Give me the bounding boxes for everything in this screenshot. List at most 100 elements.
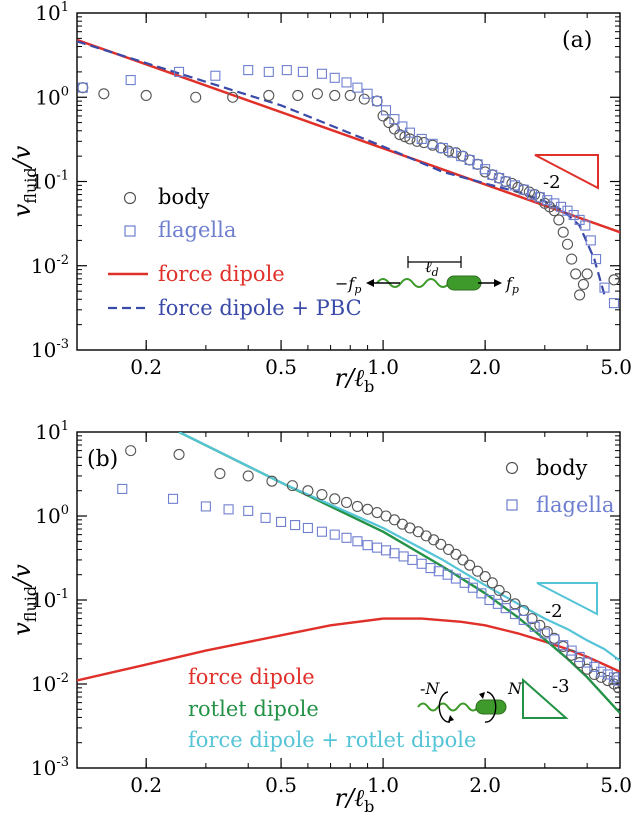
data-point-flagella <box>281 65 292 76</box>
slope-label-minus3: -3 <box>552 676 570 697</box>
data-point-flagella <box>389 548 400 559</box>
data-point-flagella <box>329 72 340 83</box>
x-tick-label: 0.5 <box>265 355 297 379</box>
y-axis-label-main: v <box>8 622 36 636</box>
legend-marker-circle <box>505 461 519 475</box>
data-point-flagella <box>487 169 498 180</box>
data-point-flagella <box>442 569 453 580</box>
data-point-flagella <box>494 172 505 184</box>
y-tick-label: 100 <box>35 84 69 109</box>
data-point-body <box>574 657 586 669</box>
y-tick-base: 10 <box>35 85 60 109</box>
series-line-force-dipole-pbc <box>77 40 606 296</box>
x-axis-label-main: r/ℓ <box>335 364 365 392</box>
y-tick-base: 10 <box>31 756 56 780</box>
series-line-force-dipole <box>77 38 620 234</box>
y-tick-label: 10-3 <box>31 337 69 362</box>
data-point-flagella <box>585 235 596 246</box>
data-point-body <box>227 91 239 103</box>
data-point-body <box>588 668 600 680</box>
y-tick-label: 10-2 <box>31 671 69 696</box>
data-point-flagella <box>602 669 613 680</box>
legend-label: body <box>536 456 588 480</box>
data-point-flagella <box>556 201 567 212</box>
data-point-flagella <box>389 114 400 125</box>
data-point-flagella <box>427 138 438 149</box>
inset-gap-label: ℓd <box>425 257 439 279</box>
data-point-flagella <box>404 127 415 138</box>
data-point-body <box>173 448 185 461</box>
x-tick-label: 1.0 <box>367 355 399 379</box>
data-point-body <box>420 530 432 542</box>
data-point-flagella <box>372 96 383 107</box>
y-tick-exponent: -1 <box>56 169 69 184</box>
x-tick-label: 0.2 <box>130 355 162 379</box>
y-tick-exponent: -3 <box>56 337 69 352</box>
data-point-flagella <box>341 77 352 88</box>
rotlet-inset: -N N <box>417 679 523 723</box>
series-line-force-dipole <box>77 617 620 682</box>
data-point-body <box>214 468 226 480</box>
plot-area <box>77 38 620 309</box>
x-tick-label: 5.0 <box>600 355 632 379</box>
x-tick-label: 5.0 <box>600 773 632 797</box>
data-point-body <box>316 489 328 501</box>
data-point-flagella <box>574 651 585 662</box>
data-point-flagella <box>518 614 529 625</box>
data-point-body <box>541 626 553 638</box>
data-point-flagella <box>591 254 602 265</box>
inset-torque-right: N <box>507 679 523 698</box>
x-axis-label-sub: b <box>364 377 374 396</box>
legend-label: rotlet dipole <box>188 697 319 721</box>
data-point-body <box>472 565 484 577</box>
data-point-body <box>602 674 614 687</box>
data-point-flagella <box>580 220 591 231</box>
data-point-body <box>404 133 416 145</box>
data-point-body <box>394 129 406 141</box>
data-point-body <box>561 238 574 250</box>
data-point-body <box>574 289 586 301</box>
data-point-body <box>557 226 569 238</box>
data-point-body <box>292 89 304 102</box>
y-tick-base: 10 <box>31 254 56 278</box>
y-tick-exponent: 0 <box>61 503 69 518</box>
data-point-flagella <box>549 198 560 209</box>
data-point-body <box>263 89 275 102</box>
data-point-body <box>329 89 341 102</box>
series-line-combined <box>178 432 620 662</box>
data-point-flagella <box>500 603 511 614</box>
legend-label: force dipole + rotlet dipole <box>188 728 476 752</box>
cell-body <box>475 699 507 715</box>
data-point-flagella <box>558 640 569 651</box>
data-point-flagella <box>534 192 545 203</box>
data-point-flagella <box>416 133 427 144</box>
arrow-head-left <box>366 279 374 287</box>
data-point-flagella <box>456 151 467 162</box>
arrow-head-right <box>494 279 502 287</box>
data-point-flagella <box>380 545 392 556</box>
y-tick-exponent: -1 <box>56 587 69 602</box>
data-point-body <box>442 543 455 555</box>
data-point-flagella <box>539 628 550 639</box>
legend-marker-square <box>124 225 136 237</box>
data-point-body <box>493 584 505 596</box>
data-point-body <box>377 110 389 122</box>
data-point-flagella <box>173 66 185 77</box>
data-point-flagella <box>596 666 607 677</box>
data-point-body <box>523 186 535 198</box>
y-tick-base: 10 <box>31 672 56 696</box>
data-point-flagella <box>260 512 271 523</box>
legend: body flagella force dipole force dipole + P… <box>108 185 362 320</box>
legend-label: force dipole + PBC <box>158 296 362 320</box>
data-point-flagella <box>433 566 444 577</box>
x-tick-label: 0.2 <box>130 773 162 797</box>
inset-force-left-main: −f <box>335 274 357 293</box>
y-tick-base: 10 <box>35 504 60 528</box>
x-axis-label-sub: b <box>364 797 374 816</box>
data-point-body <box>500 590 512 603</box>
x-tick-label: 2.0 <box>469 355 501 379</box>
data-point-body <box>383 117 395 129</box>
slope-triangle-minus2 <box>536 582 598 616</box>
